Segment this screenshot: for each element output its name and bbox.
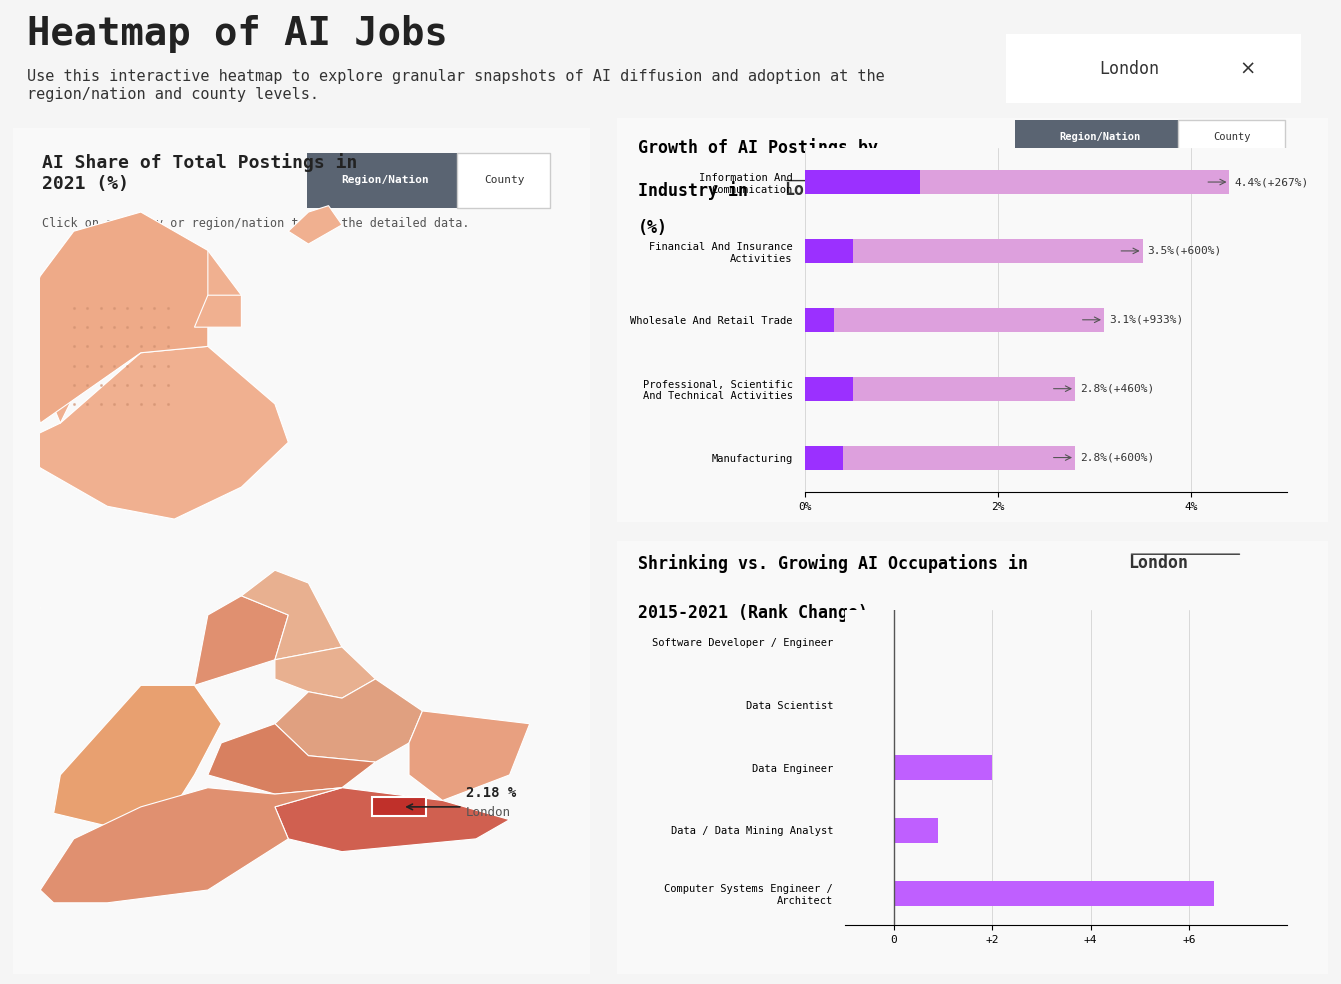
Polygon shape: [194, 596, 288, 686]
Text: 3.1%(+933%): 3.1%(+933%): [1109, 315, 1183, 325]
FancyBboxPatch shape: [307, 154, 463, 209]
Text: London: London: [467, 807, 511, 820]
Bar: [805, 308, 1104, 332]
Bar: [894, 881, 1214, 906]
Polygon shape: [208, 724, 375, 794]
Polygon shape: [275, 647, 375, 699]
Bar: [805, 239, 1143, 263]
Text: London: London: [1100, 60, 1160, 78]
Text: 2015-2021 (Rank Change): 2015-2021 (Rank Change): [638, 604, 868, 622]
Text: (%): (%): [638, 218, 668, 237]
Polygon shape: [20, 346, 288, 520]
Text: Growth of AI Postings by: Growth of AI Postings by: [638, 139, 878, 157]
FancyBboxPatch shape: [1015, 120, 1185, 156]
Bar: [894, 755, 992, 780]
Bar: [805, 308, 834, 332]
FancyBboxPatch shape: [991, 31, 1316, 106]
FancyBboxPatch shape: [610, 537, 1334, 978]
Text: Click on a county or region/nation to see the detailed data.: Click on a county or region/nation to se…: [43, 216, 469, 230]
Text: London: London: [1129, 554, 1188, 572]
Bar: [805, 170, 920, 194]
Text: 4.4%(+267%): 4.4%(+267%): [1234, 177, 1309, 187]
Text: 2.8%(+600%): 2.8%(+600%): [1080, 453, 1155, 462]
Text: -: -: [972, 181, 982, 199]
Polygon shape: [409, 711, 530, 801]
Polygon shape: [288, 206, 342, 244]
Polygon shape: [0, 398, 7, 456]
Text: 3.5%(+600%): 3.5%(+600%): [1148, 246, 1222, 256]
Text: 2.18 %: 2.18 %: [467, 786, 516, 800]
FancyBboxPatch shape: [8, 119, 595, 983]
Text: County: County: [484, 175, 524, 185]
Text: ×: ×: [1239, 59, 1257, 79]
FancyBboxPatch shape: [610, 114, 1334, 525]
Text: Shrinking vs. Growing AI Occupations in: Shrinking vs. Growing AI Occupations in: [638, 554, 1038, 573]
Bar: [805, 446, 843, 469]
Text: Heatmap of AI Jobs: Heatmap of AI Jobs: [27, 15, 448, 53]
Polygon shape: [40, 788, 342, 903]
Polygon shape: [20, 213, 208, 423]
Text: Region/Nation: Region/Nation: [342, 175, 429, 185]
Polygon shape: [54, 686, 221, 827]
Bar: [894, 818, 939, 843]
Text: 2021: 2021: [990, 181, 1030, 199]
Polygon shape: [275, 679, 422, 763]
Polygon shape: [194, 295, 241, 328]
Text: Region/Nation: Region/Nation: [1059, 133, 1141, 143]
Polygon shape: [275, 788, 510, 852]
Bar: [805, 446, 1075, 469]
Text: AI Share of Total Postings in
2021 (%): AI Share of Total Postings in 2021 (%): [43, 154, 358, 193]
Bar: [805, 377, 853, 400]
Polygon shape: [373, 797, 426, 817]
Text: County: County: [1212, 133, 1250, 143]
Text: 2.8%(+460%): 2.8%(+460%): [1080, 384, 1155, 394]
Polygon shape: [20, 213, 288, 520]
Text: 2015: 2015: [905, 181, 944, 199]
Text: London: London: [784, 181, 843, 199]
Text: Industry in: Industry in: [638, 181, 758, 200]
Text: Use this interactive heatmap to explore granular snapshots of AI diffusion and a: Use this interactive heatmap to explore …: [27, 69, 885, 101]
Bar: [805, 170, 1230, 194]
FancyBboxPatch shape: [457, 154, 550, 209]
Polygon shape: [0, 564, 40, 647]
FancyBboxPatch shape: [1179, 120, 1285, 156]
Polygon shape: [241, 571, 342, 660]
Bar: [805, 377, 1075, 400]
Bar: [805, 239, 853, 263]
